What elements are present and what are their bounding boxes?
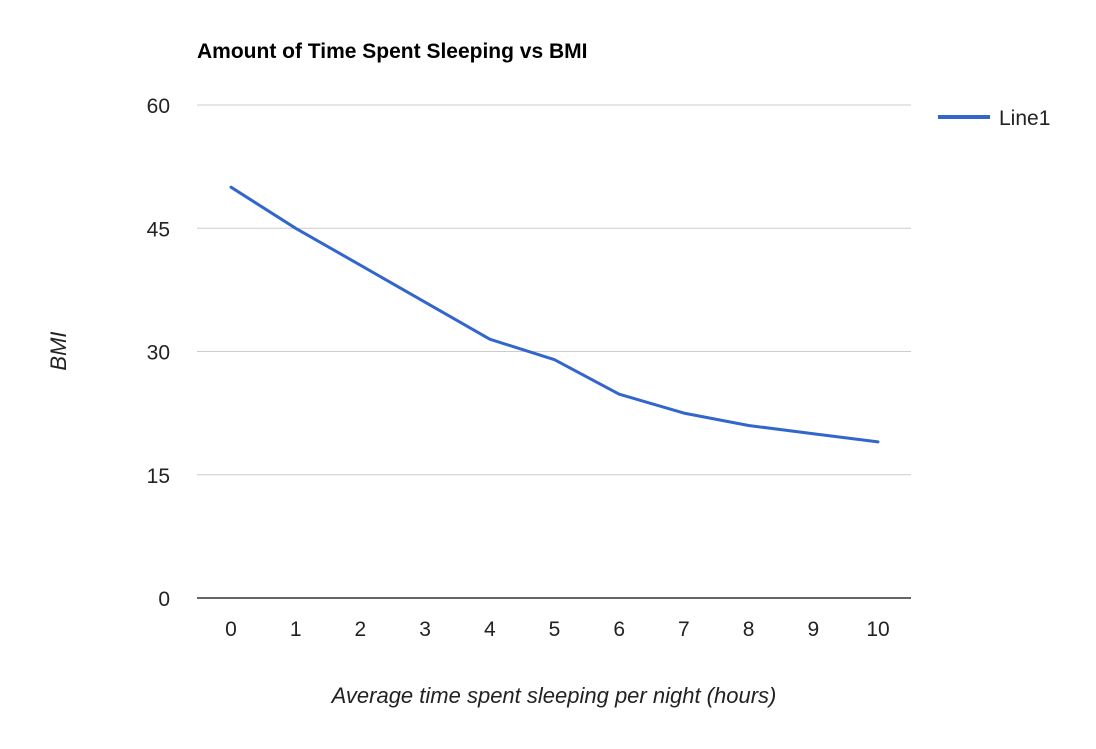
series-layer — [229, 185, 880, 444]
x-tick-label-4: 4 — [484, 618, 496, 641]
x-tick-label-8: 8 — [743, 618, 755, 641]
y-tick-label-60: 60 — [147, 95, 170, 118]
y-axis-label: BMI — [46, 331, 71, 370]
y-tick-label-45: 45 — [147, 218, 170, 241]
y-axis-ticks: 0 15 30 45 60 — [147, 95, 170, 611]
data-point-line1-5 — [553, 358, 557, 362]
data-point-line1-8 — [747, 423, 751, 427]
y-tick-label-0: 0 — [158, 588, 170, 611]
x-axis-ticks: 0 1 2 3 4 5 6 7 8 9 10 — [225, 618, 890, 641]
data-point-line1-6 — [617, 392, 621, 396]
x-tick-label-5: 5 — [549, 618, 561, 641]
x-tick-label-10: 10 — [866, 618, 889, 641]
data-point-line1-1 — [294, 226, 298, 230]
gridlines — [197, 104, 911, 599]
data-point-line1-4 — [488, 337, 492, 341]
data-point-line1-10 — [876, 440, 880, 444]
data-point-line1-3 — [423, 300, 427, 304]
y-tick-label-30: 30 — [147, 342, 170, 365]
x-axis-label: Average time spent sleeping per night (h… — [330, 683, 777, 708]
x-tick-label-9: 9 — [807, 618, 819, 641]
x-tick-label-2: 2 — [355, 618, 367, 641]
data-point-line1-9 — [811, 432, 815, 436]
data-point-line1-0 — [229, 185, 233, 189]
x-tick-label-1: 1 — [290, 618, 302, 641]
x-tick-label-6: 6 — [613, 618, 625, 641]
legend-label-line1: Line1 — [999, 107, 1050, 130]
chart-title: Amount of Time Spent Sleeping vs BMI — [197, 40, 587, 63]
x-tick-label-7: 7 — [678, 618, 690, 641]
legend[interactable]: Line1 — [938, 107, 1050, 130]
x-tick-label-0: 0 — [225, 618, 237, 641]
data-point-line1-2 — [358, 263, 362, 267]
data-point-line1-7 — [682, 411, 686, 415]
series-line-line1 — [229, 185, 880, 444]
x-tick-label-3: 3 — [419, 618, 431, 641]
y-tick-label-15: 15 — [147, 465, 170, 488]
